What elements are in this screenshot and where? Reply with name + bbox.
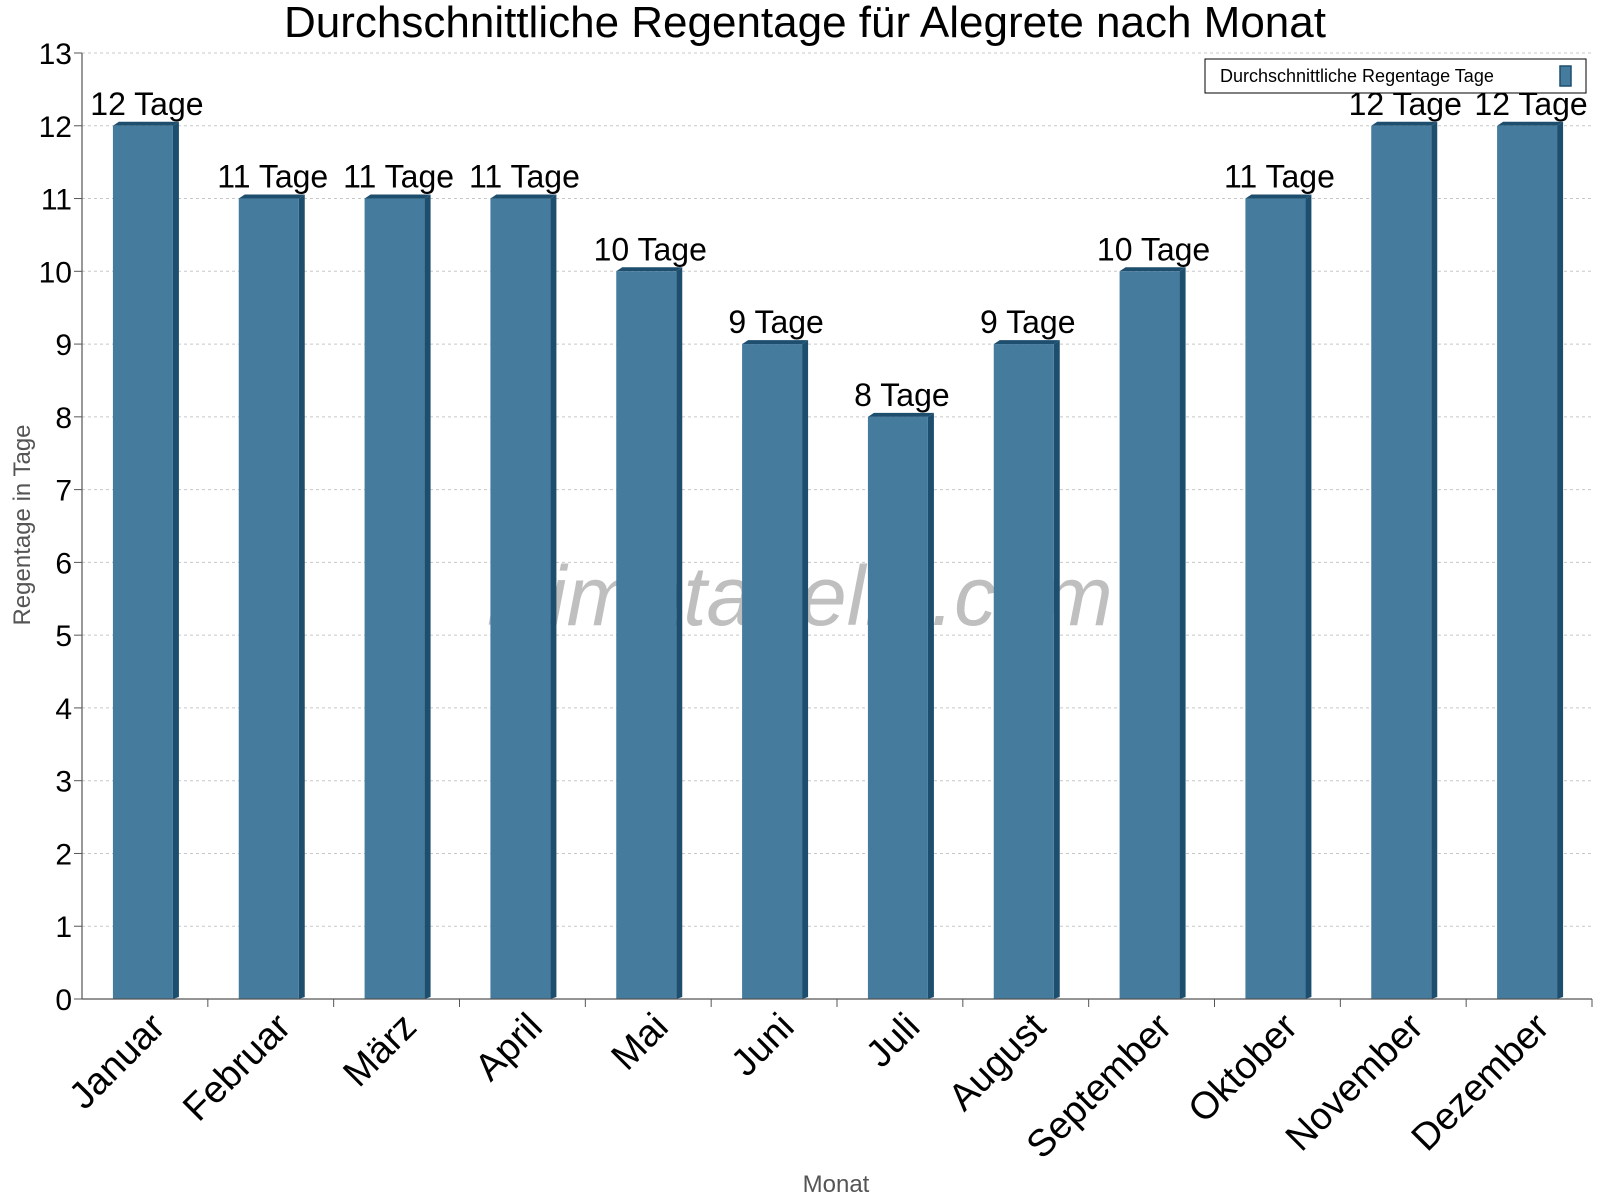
y-tick-label: 9 — [55, 329, 72, 362]
bar-side — [172, 121, 179, 1000]
bar-top — [993, 340, 1060, 345]
bar-side — [802, 340, 809, 1000]
bar — [1497, 125, 1558, 1000]
bar — [490, 198, 551, 1000]
bar-side — [550, 194, 557, 1000]
bar-top — [490, 194, 557, 199]
y-tick-label: 4 — [55, 693, 72, 726]
x-tick-label: Dezember — [1404, 1005, 1558, 1159]
bar-top — [1497, 121, 1564, 126]
bar-side — [298, 194, 305, 1000]
bar — [616, 271, 677, 999]
bar — [1119, 271, 1180, 999]
x-tick-label: Januar — [61, 1005, 173, 1117]
bar-top — [742, 340, 809, 345]
y-tick-label: 3 — [55, 766, 72, 799]
bar-top — [1245, 194, 1312, 199]
bar-top — [112, 121, 179, 126]
bar-side — [1431, 121, 1438, 1000]
legend-box — [1204, 58, 1587, 94]
legend: Durchschnittliche Regentage Tage — [1204, 58, 1587, 94]
data-label: 10 Tage — [1097, 231, 1210, 267]
data-label: 11 Tage — [343, 159, 454, 195]
y-tick-label: 0 — [55, 984, 72, 1017]
axes — [81, 53, 1592, 1000]
x-tick-label: Juni — [723, 1006, 802, 1085]
y-tick-label: 12 — [39, 111, 72, 144]
bar-side — [927, 412, 934, 999]
y-tick-label: 13 — [39, 38, 72, 71]
bar — [112, 125, 173, 1000]
data-label: 11 Tage — [1224, 159, 1335, 195]
bar — [993, 344, 1054, 1000]
x-tick-label: Februar — [175, 1005, 299, 1129]
y-tick-label: 7 — [55, 475, 72, 508]
bar-side — [1053, 340, 1060, 1000]
bar-top — [616, 267, 683, 272]
bar — [867, 416, 928, 999]
bar-top — [1119, 267, 1186, 272]
bar-side — [1305, 194, 1312, 1000]
y-tick-label: 1 — [55, 911, 72, 944]
x-tick-label: Juli — [858, 1006, 928, 1076]
x-axis-label: Monat — [803, 1171, 870, 1198]
y-tick-label: 11 — [41, 184, 72, 217]
data-label: 8 Tage — [854, 377, 950, 413]
legend-label: Durchschnittliche Regentage Tage — [1220, 66, 1494, 86]
data-label: 12 Tage — [90, 86, 203, 122]
x-tick-label: November — [1278, 1005, 1432, 1159]
data-labels: 12 Tage 11 Tage 11 Tage 11 Tage 10 Tage 9 Tag… — [90, 86, 1587, 413]
y-tick-label: 8 — [55, 402, 72, 435]
bar — [238, 198, 299, 1000]
y-tick-label: 10 — [39, 256, 72, 289]
bar-side — [1557, 121, 1564, 1000]
data-label: 11 Tage — [217, 159, 328, 195]
bar-side — [424, 194, 431, 1000]
x-tick-label: August — [941, 1005, 1055, 1119]
bar-top — [364, 194, 431, 199]
x-tick-label: April — [467, 1006, 550, 1089]
bar-side — [676, 267, 683, 999]
bar — [364, 198, 425, 1000]
y-tick-label: 2 — [55, 838, 72, 871]
x-ticks: Januar Februar März April Mai Juni Juli AugustS… — [61, 999, 1593, 1167]
bar-top — [238, 194, 305, 199]
bar — [1371, 125, 1432, 1000]
y-axis-label: Regentage in Tage — [9, 424, 36, 625]
y-tick-label: 5 — [55, 620, 72, 653]
data-label: 10 Tage — [594, 231, 707, 267]
data-label: 9 Tage — [980, 304, 1076, 340]
legend-swatch — [1559, 65, 1572, 87]
chart-title: Durchschnittliche Regentage für Alegrete… — [284, 0, 1326, 47]
x-tick-label: Mai — [604, 1006, 677, 1079]
x-tick-label: Oktober — [1181, 1005, 1307, 1131]
bar-top — [867, 412, 934, 417]
data-label: 9 Tage — [728, 304, 824, 340]
bar — [742, 344, 803, 1000]
x-tick-label: März — [336, 1006, 425, 1095]
bar-side — [1179, 267, 1186, 999]
bar-top — [1371, 121, 1438, 126]
y-tick-label: 6 — [55, 547, 72, 580]
data-label: 11 Tage — [469, 159, 580, 195]
bar — [1245, 198, 1306, 1000]
bars — [112, 121, 1564, 1000]
